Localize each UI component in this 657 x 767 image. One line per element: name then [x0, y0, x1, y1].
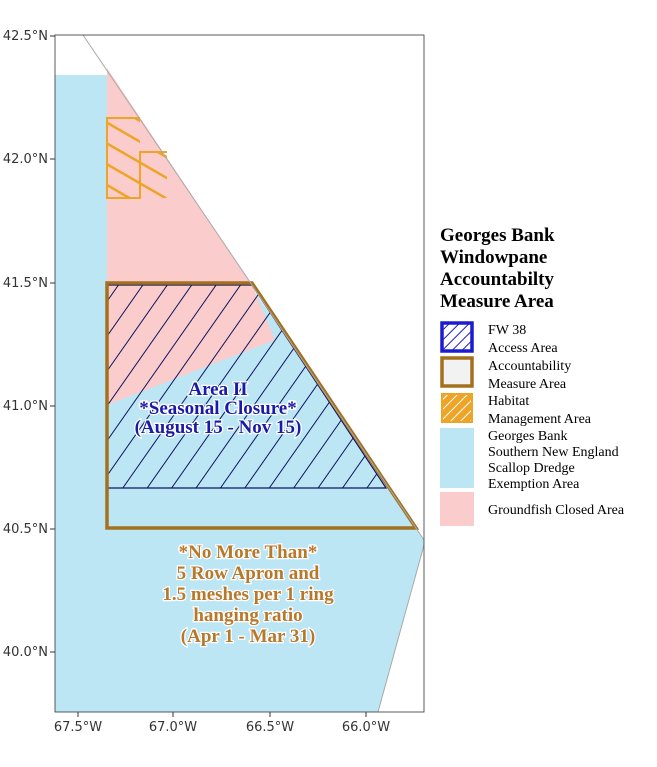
x-tick-label: 66.5°W	[246, 720, 294, 735]
light-blue-fill-icon	[440, 428, 474, 488]
habitat-management-area	[106, 117, 167, 199]
legend-label: Habitat	[488, 394, 529, 409]
x-tick-label: 66.0°W	[342, 720, 390, 735]
apron-note-line: hanging ratio	[193, 605, 302, 626]
y-tick-label: 41.0°N	[3, 399, 48, 414]
legend-label: Management Area	[488, 412, 592, 427]
legend-label: Groundfish Closed Area	[488, 503, 625, 518]
legend-item-habitat: Habitat Management Area	[441, 393, 592, 427]
area2-title: Area II	[188, 379, 247, 400]
apron-note-line: 1.5 meshes per 1 ring	[162, 584, 334, 605]
y-tick-label: 40.5°N	[3, 522, 48, 537]
legend-title-line: Accountabilty	[440, 269, 555, 290]
legend-label: Accountability	[488, 359, 571, 374]
boundary-line	[82, 35, 424, 541]
legend-item-exemption: Georges Bank Southern New England Scallo…	[440, 428, 619, 492]
y-axis: 42.5°N 42.0°N 41.5°N 41.0°N 40.5°N 40.0°…	[3, 29, 55, 660]
panel-border	[54, 34, 425, 713]
legend-label: Measure Area	[488, 377, 567, 392]
brown-outline-icon	[440, 356, 474, 388]
apron-note-line: *No More Than*	[179, 542, 318, 563]
legend-title-line: Measure Area	[440, 291, 554, 312]
legend-item-groundfish: Groundfish Closed Area	[440, 492, 625, 526]
legend-label: Scallop Dredge	[488, 461, 575, 476]
legend: Georges Bank Windowpane Accountabilty Me…	[440, 225, 625, 526]
blue-hatch-icon	[440, 321, 474, 353]
legend-label: Georges Bank	[488, 429, 567, 444]
legend-label: Access Area	[488, 341, 558, 356]
y-tick-label: 42.5°N	[3, 29, 48, 44]
x-tick-label: 67.0°W	[149, 720, 197, 735]
legend-item-fw38: FW 38 Access Area	[440, 321, 558, 356]
legend-label: Exemption Area	[488, 477, 580, 492]
legend-label: FW 38	[488, 323, 526, 338]
apron-note-line: (Apr 1 - Mar 31)	[181, 626, 315, 647]
map-panel	[55, 35, 424, 712]
legend-title-line: Georges Bank	[440, 225, 555, 246]
apron-note: *No More Than* 5 Row Apron and 1.5 meshe…	[161, 541, 335, 649]
area2-closure: *Seasonal Closure*	[139, 398, 296, 419]
x-tick-label: 67.5°W	[54, 720, 102, 735]
pink-fill-icon	[440, 492, 474, 526]
legend-title-line: Windowpane	[440, 247, 547, 268]
area2-dates: (August 15 - Nov 15)	[135, 417, 302, 438]
area2-label: Area II *Seasonal Closure* (August 15 - …	[133, 378, 302, 440]
apron-note-line: 5 Row Apron and	[177, 563, 320, 584]
x-axis: 67.5°W 67.0°W 66.5°W 66.0°W	[54, 712, 390, 735]
y-tick-label: 42.0°N	[3, 152, 48, 167]
legend-item-accountability: Accountability Measure Area	[440, 356, 571, 392]
y-tick-label: 40.0°N	[3, 645, 48, 660]
legend-label: Southern New England	[488, 445, 619, 460]
y-tick-label: 41.5°N	[3, 276, 48, 291]
